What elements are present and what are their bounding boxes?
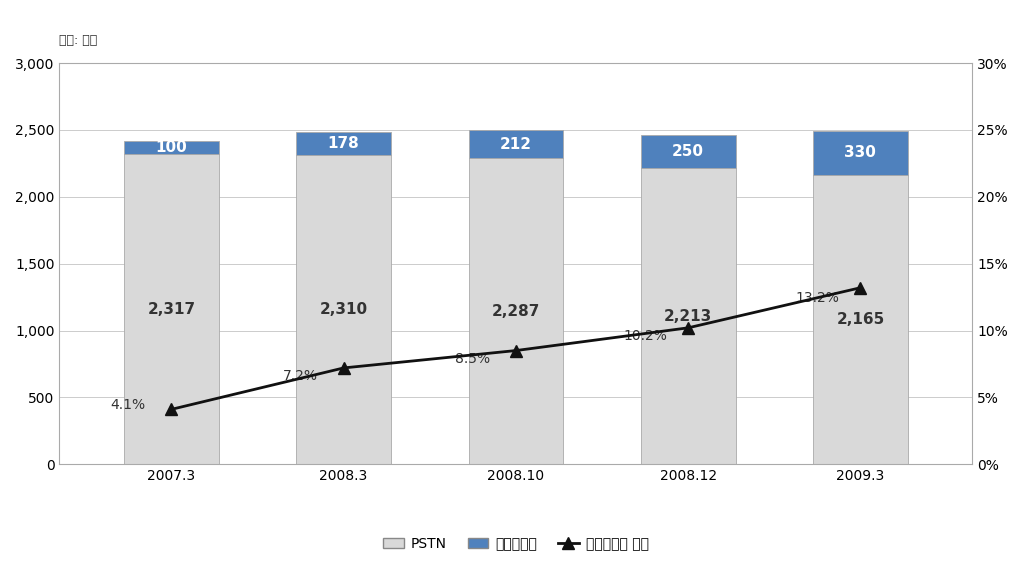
Text: 2,165: 2,165 [836,312,885,327]
Text: 250: 250 [672,144,704,159]
Bar [469,158,564,464]
Text: 2,317: 2,317 [147,302,195,317]
Text: 178: 178 [327,136,359,151]
Text: 212: 212 [500,137,532,152]
Text: 2,213: 2,213 [664,309,712,324]
Bar [124,154,219,464]
Text: 2,287: 2,287 [492,304,540,319]
Text: 10.2%: 10.2% [623,329,667,343]
Bar [124,141,219,154]
Bar [297,132,391,155]
Text: 8.5%: 8.5% [455,351,490,365]
Bar [640,135,736,168]
Text: 100: 100 [155,140,187,155]
Bar [297,155,391,464]
Text: 2,310: 2,310 [319,302,367,317]
Bar [813,175,907,464]
Bar [640,168,736,464]
Bar [813,131,907,175]
Text: 330: 330 [844,145,877,160]
Text: 4.1%: 4.1% [110,398,146,412]
Bar [469,130,564,158]
Text: 단위: 만명: 단위: 만명 [59,34,97,47]
Legend: PSTN, 인터넷전화, 인터넷전화 비중: PSTN, 인터넷전화, 인터넷전화 비중 [377,531,655,557]
Text: 13.2%: 13.2% [796,291,839,305]
Text: 7.2%: 7.2% [283,369,318,383]
